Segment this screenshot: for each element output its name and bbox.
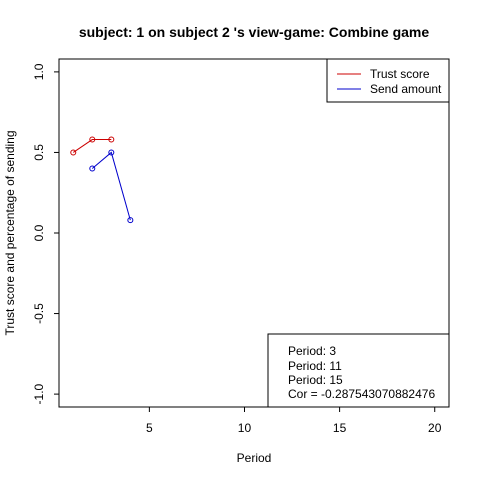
legend-box (326, 58, 450, 103)
y-tick-label: -0.5 (32, 303, 46, 324)
data-point-send-amount (127, 217, 134, 224)
series-layer (70, 136, 134, 224)
y-tick-label: 0.5 (32, 144, 46, 161)
data-point-trust-score (70, 149, 77, 156)
x-tick-label: 20 (428, 421, 442, 435)
note-correlation: Cor = -0.287543070882476 (288, 387, 435, 401)
x-tick-label: 5 (146, 421, 153, 435)
note-period-line-3: Period: 15 (288, 373, 343, 387)
y-tick-label: 1.0 (32, 63, 46, 80)
legend: Trust score Send amount (326, 58, 450, 103)
series-line-trust-score (72, 139, 112, 153)
y-tick-label: -1.0 (32, 383, 46, 404)
chart-title: subject: 1 on subject 2 's view-game: Co… (79, 24, 430, 40)
legend-label-trust-score: Trust score (370, 67, 430, 81)
y-axis: -1.0 -0.5 0.0 0.5 1.0 (32, 63, 59, 404)
x-tick-label: 10 (238, 421, 252, 435)
data-point-send-amount (108, 149, 115, 156)
legend-label-send-amount: Send amount (370, 82, 442, 96)
data-point-trust-score (108, 136, 115, 143)
x-axis: 5 10 15 20 (146, 407, 442, 435)
y-tick-label: 0.0 (32, 224, 46, 241)
data-point-trust-score (89, 136, 96, 143)
note-period-line-1: Period: 3 (288, 344, 336, 358)
series-line-send-amount (91, 151, 131, 221)
x-tick-label: 15 (333, 421, 347, 435)
y-axis-label: Trust score and percentage of sending (3, 130, 17, 335)
note-period-line-2: Period: 11 (288, 359, 342, 373)
correlation-note: Period: 3 Period: 11 Period: 15 Cor = -0… (267, 333, 450, 408)
note-box (267, 333, 450, 408)
data-point-send-amount (89, 165, 96, 172)
x-axis-label: Period (237, 451, 272, 465)
